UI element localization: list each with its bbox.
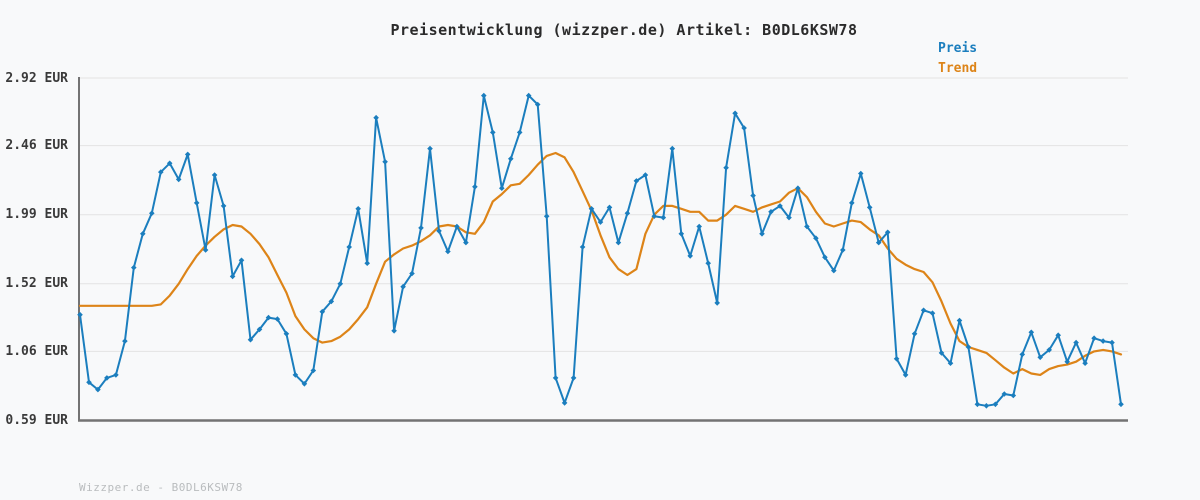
chart-title: Preisentwicklung (wizzper.de) Artikel: B…: [390, 21, 858, 39]
legend-item-preis: Preis: [938, 41, 978, 56]
y-axis-tick-label: 1.52 EUR: [5, 276, 68, 292]
y-axis-tick-label: 2.46 EUR: [5, 138, 68, 154]
y-axis-tick-label: 1.99 EUR: [5, 207, 68, 223]
chart-legend: Preis Trend: [938, 39, 977, 79]
y-axis-tick-label: 0.59 EUR: [5, 413, 68, 428]
watermark-text: Wizzper.de - B0DL6KSW78: [79, 481, 243, 494]
y-axis-tick-label: 2.92 EUR: [5, 70, 68, 86]
y-axis-tick-label: 1.06 EUR: [5, 343, 68, 359]
legend-item-trend: Trend: [938, 61, 978, 76]
